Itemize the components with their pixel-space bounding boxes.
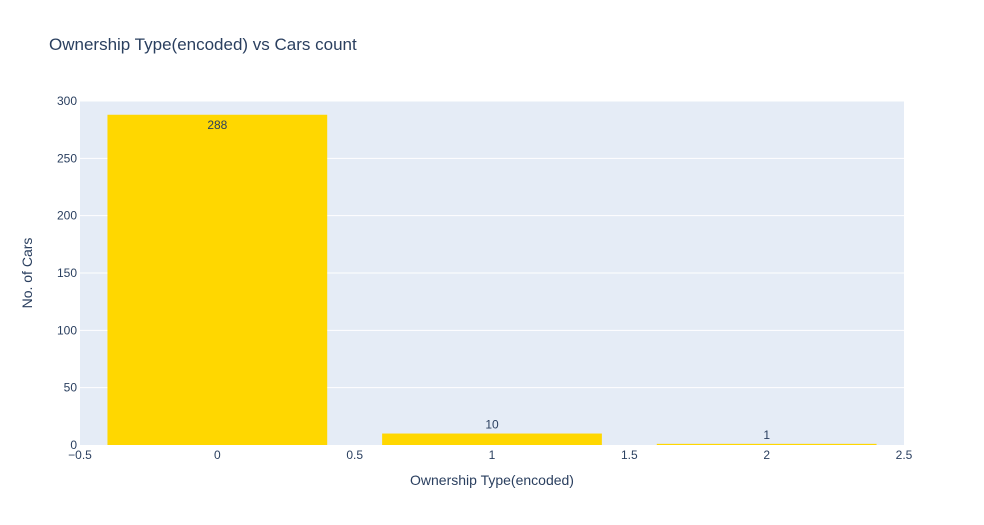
x-tick-label: 2	[763, 448, 770, 462]
y-tick-label: 150	[57, 266, 77, 280]
bar-2	[656, 443, 877, 445]
x-tick-label: 0.5	[346, 448, 363, 462]
y-axis-title: No. of Cars	[19, 238, 35, 309]
bar-labels: 288 10 1	[207, 118, 770, 442]
x-tick-label: −0.5	[68, 448, 92, 462]
x-axis-title: Ownership Type(encoded)	[410, 472, 574, 488]
x-tick-label: 1.5	[621, 448, 638, 462]
bar-value-label: 10	[485, 418, 499, 432]
bar-value-label: 288	[207, 118, 227, 132]
chart-title: Ownership Type(encoded) vs Cars count	[49, 35, 357, 54]
bar-0	[107, 114, 328, 445]
y-tick-labels: 0 50 100 150 200 250 300	[57, 94, 77, 452]
y-tick-label: 250	[57, 151, 77, 165]
x-tick-label: 0	[214, 448, 221, 462]
bar-value-label: 1	[763, 428, 770, 442]
x-tick-label: 2.5	[896, 448, 913, 462]
y-tick-label: 50	[64, 381, 78, 395]
y-tick-label: 100	[57, 323, 77, 337]
bar-1	[382, 433, 602, 445]
x-tick-label: 1	[489, 448, 496, 462]
y-tick-label: 200	[57, 209, 77, 223]
y-tick-label: 0	[70, 438, 77, 452]
y-tick-label: 300	[57, 94, 77, 108]
bars	[107, 114, 877, 445]
x-tick-labels: −0.5 0 0.5 1 1.5 2 2.5	[68, 448, 913, 462]
